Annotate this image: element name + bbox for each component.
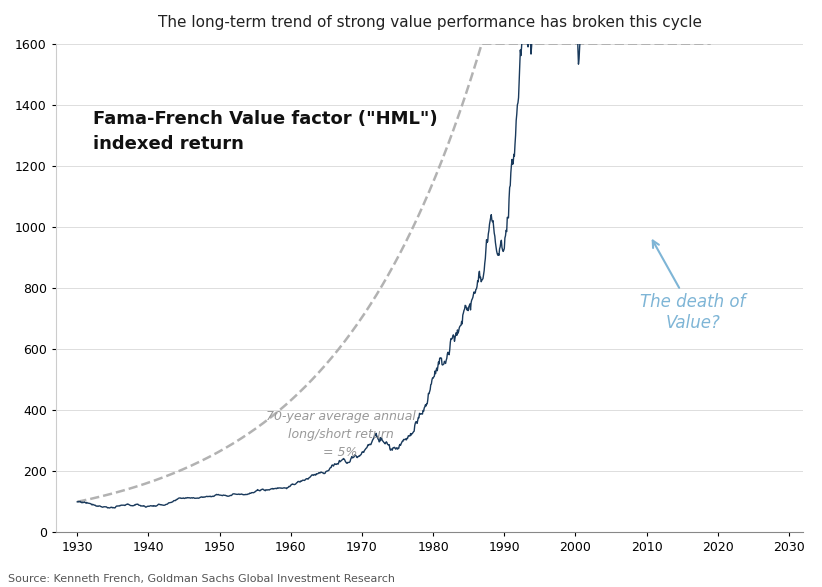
Text: The death of
Value?: The death of Value? [640, 241, 746, 332]
Text: Fama-French Value factor ("HML")
indexed return: Fama-French Value factor ("HML") indexed… [93, 110, 438, 153]
Title: The long-term trend of strong value performance has broken this cycle: The long-term trend of strong value perf… [158, 15, 702, 30]
Text: Source: Kenneth French, Goldman Sachs Global Investment Research: Source: Kenneth French, Goldman Sachs Gl… [8, 574, 395, 584]
Text: 70-year average annual
long/short return
= 5%: 70-year average annual long/short return… [266, 410, 416, 459]
